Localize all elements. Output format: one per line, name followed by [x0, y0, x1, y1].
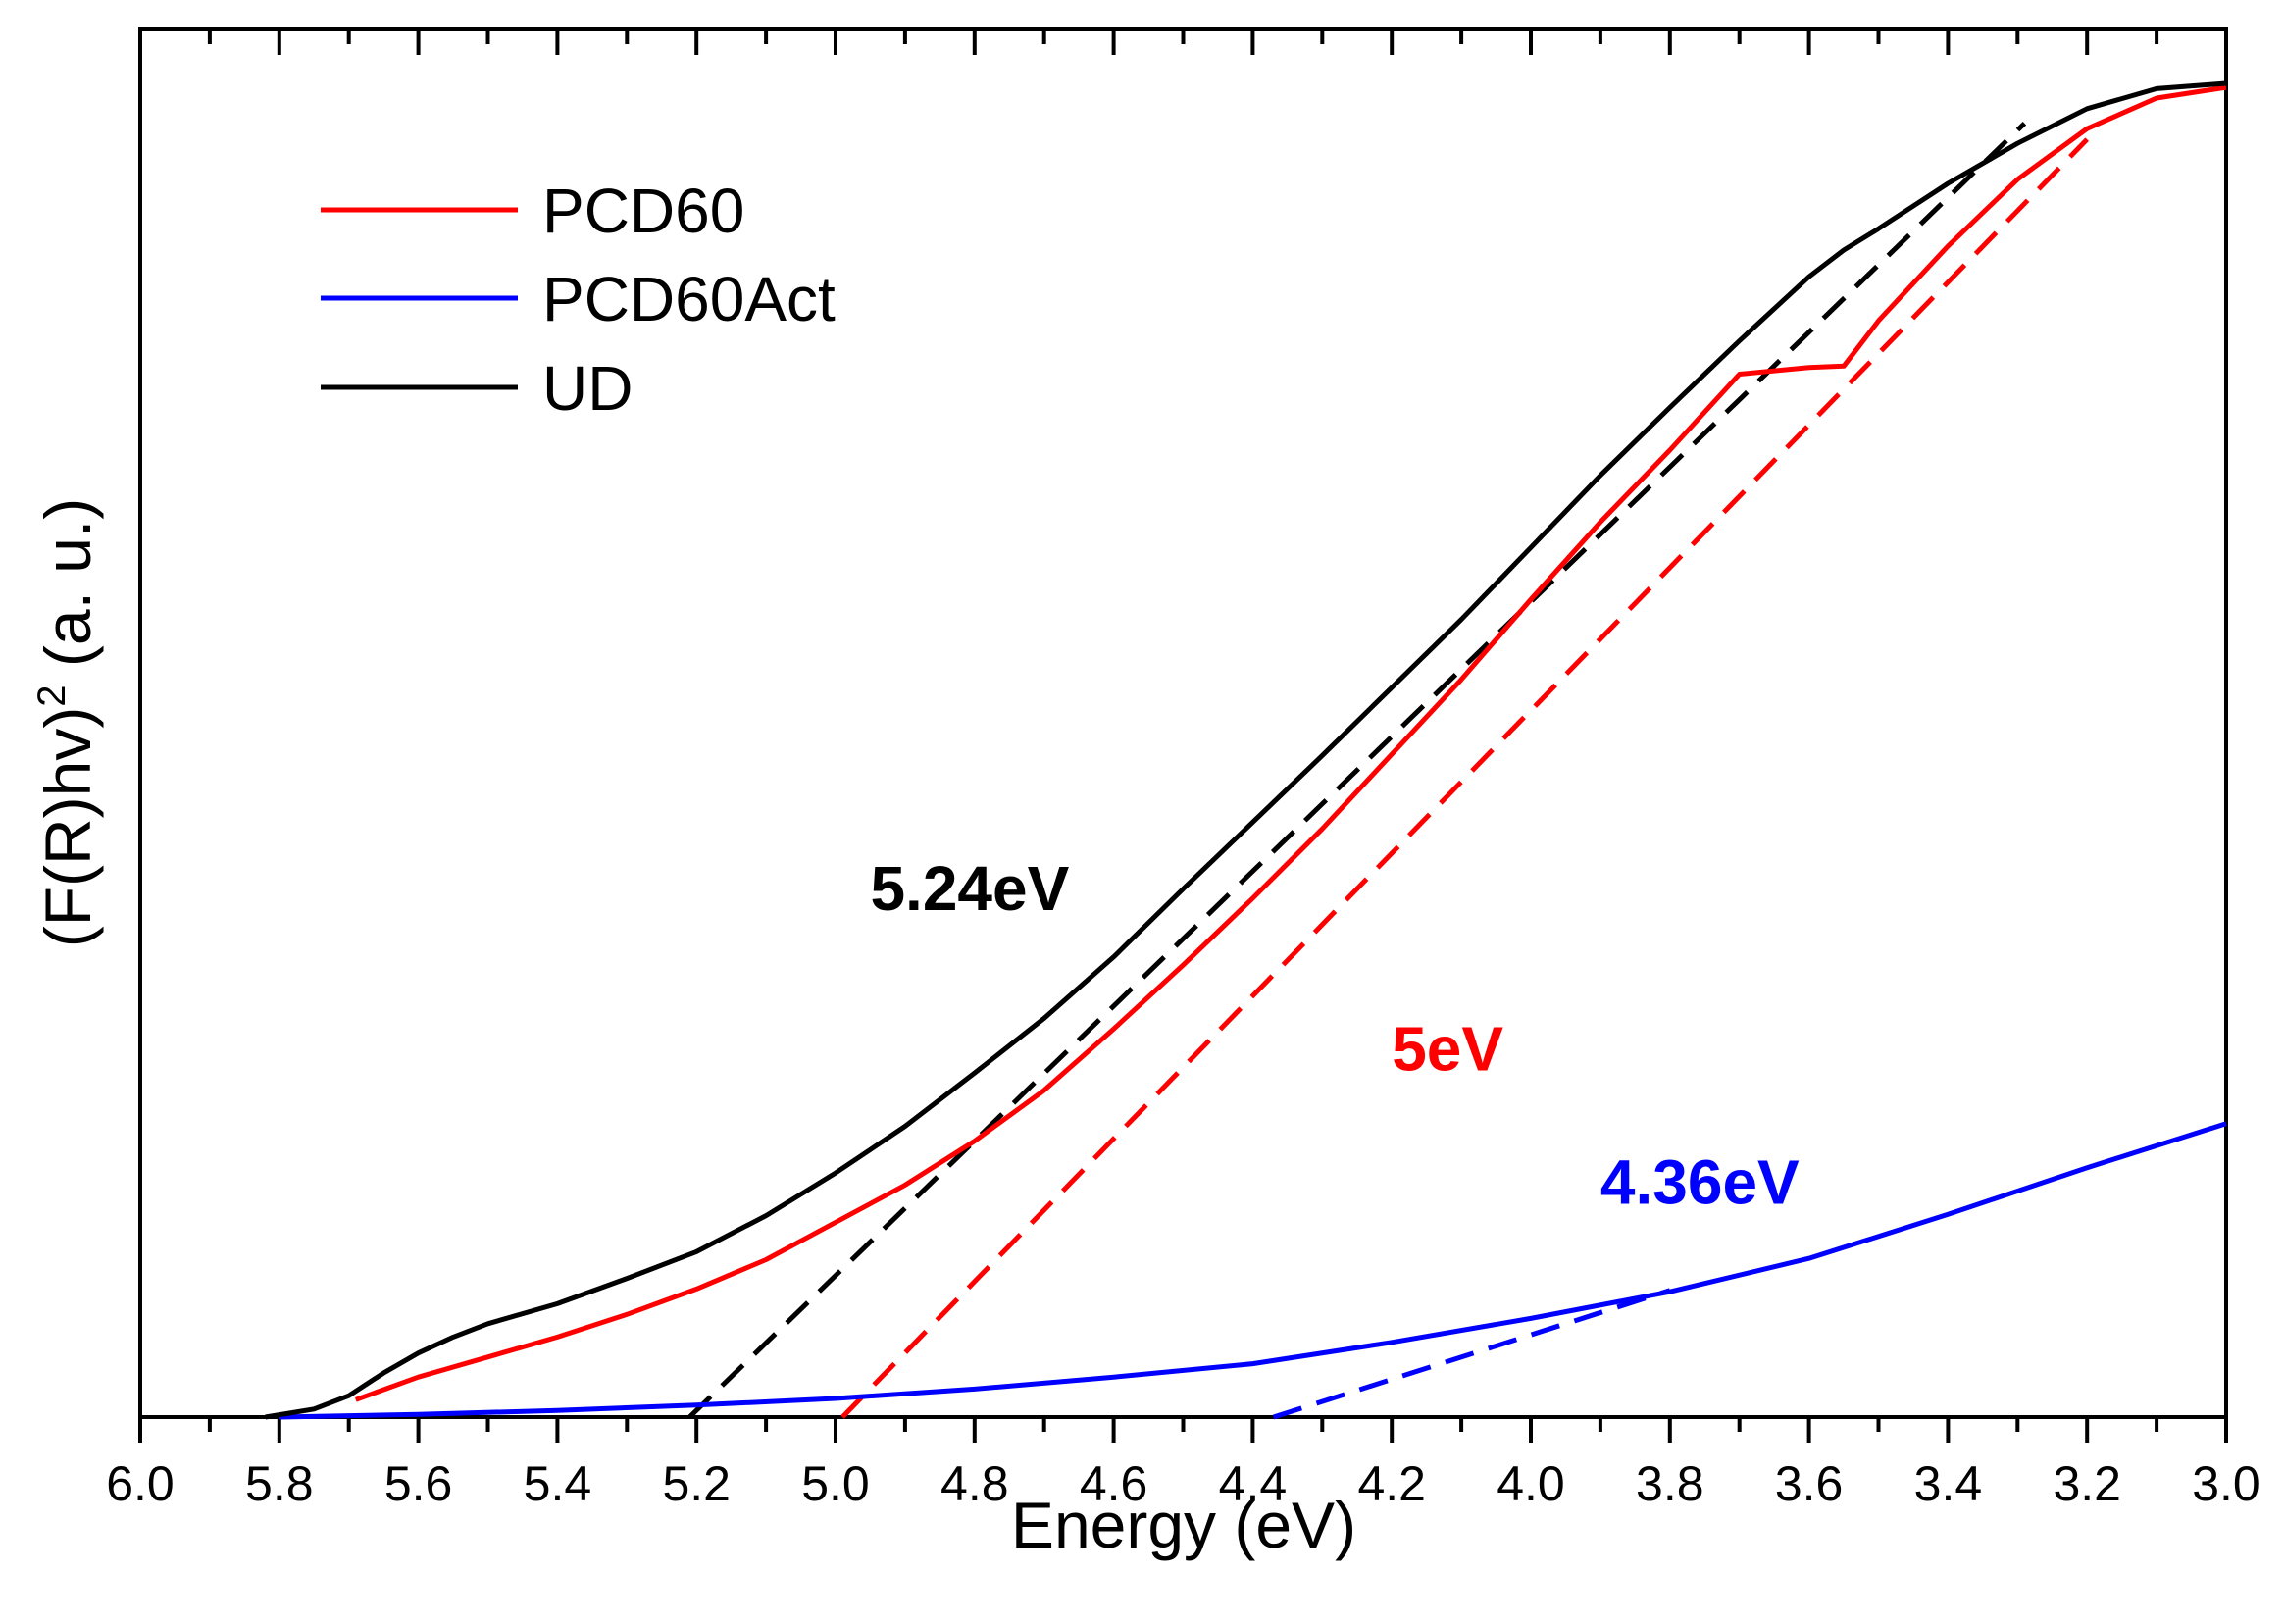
- x-tick-label: 6.0: [106, 1456, 175, 1511]
- x-tick-label: 3.2: [2053, 1456, 2121, 1511]
- legend: PCD60 PCD60Act UD: [321, 176, 836, 424]
- annotation-0: 5.24eV: [870, 853, 1069, 924]
- fit-lines: [687, 122, 2089, 1420]
- plot-area: 6.0 5.8 5.6 5.4 5.2 5.0 4.8 4.6 4.4 4.2 4.0 3.8 3.6 3…: [106, 27, 2260, 1511]
- x-tick-label: 5.4: [524, 1456, 592, 1511]
- plot-frame: [138, 27, 2228, 1419]
- legend-label-pcd60: PCD60: [542, 176, 744, 246]
- y-axis-label-main: (F(R)hv): [31, 707, 104, 948]
- y-axis-label-tail: (a. u.): [31, 498, 104, 685]
- x-tick-label: 3.4: [1914, 1456, 1983, 1511]
- x-tick-label: 4.2: [1357, 1456, 1426, 1511]
- x-tick-label: 3.8: [1636, 1456, 1704, 1511]
- fit-line-2: [1272, 1288, 1671, 1420]
- x-tick-label: 5.6: [384, 1456, 453, 1511]
- x-tick-label: 5.0: [801, 1456, 870, 1511]
- x-tick-label: 3.0: [2192, 1456, 2260, 1511]
- series-line-pcd60act: [279, 1121, 2227, 1420]
- series-line-pcd60: [354, 84, 2227, 1402]
- x-tick-label: 4.4: [1219, 1456, 1288, 1511]
- fit-line-1: [840, 137, 2089, 1419]
- annotation-2: 4.36eV: [1600, 1146, 1800, 1217]
- annotations: 5.24eV 5eV 4.36eV: [870, 853, 1800, 1217]
- annotation-1: 5eV: [1392, 1013, 1503, 1084]
- legend-label-pcd60act: PCD60Act: [542, 264, 836, 334]
- tick-marks: [138, 29, 2228, 1443]
- x-axis-label: Energy (eV): [1011, 1489, 1356, 1561]
- x-tick-label: 4.6: [1080, 1456, 1148, 1511]
- x-tick-label: 4.0: [1497, 1456, 1565, 1511]
- y-axis-label: (F(R)hv)2 (a. u.): [30, 498, 104, 948]
- series-line-ud: [265, 80, 2227, 1420]
- legend-label-ud: UD: [542, 353, 633, 424]
- y-axis-label-sup: 2: [30, 685, 74, 706]
- x-tick-labels: 6.0 5.8 5.6 5.4 5.2 5.0 4.8 4.6 4.4 4.2 4.0 3.8 3.6 3…: [106, 1456, 2260, 1511]
- x-tick-label: 5.8: [245, 1456, 314, 1511]
- fit-line-0: [687, 122, 2027, 1419]
- x-tick-label: 4.8: [940, 1456, 1009, 1511]
- x-tick-label: 3.6: [1775, 1456, 1844, 1511]
- series-lines: [265, 80, 2227, 1420]
- x-tick-label: 5.2: [662, 1456, 731, 1511]
